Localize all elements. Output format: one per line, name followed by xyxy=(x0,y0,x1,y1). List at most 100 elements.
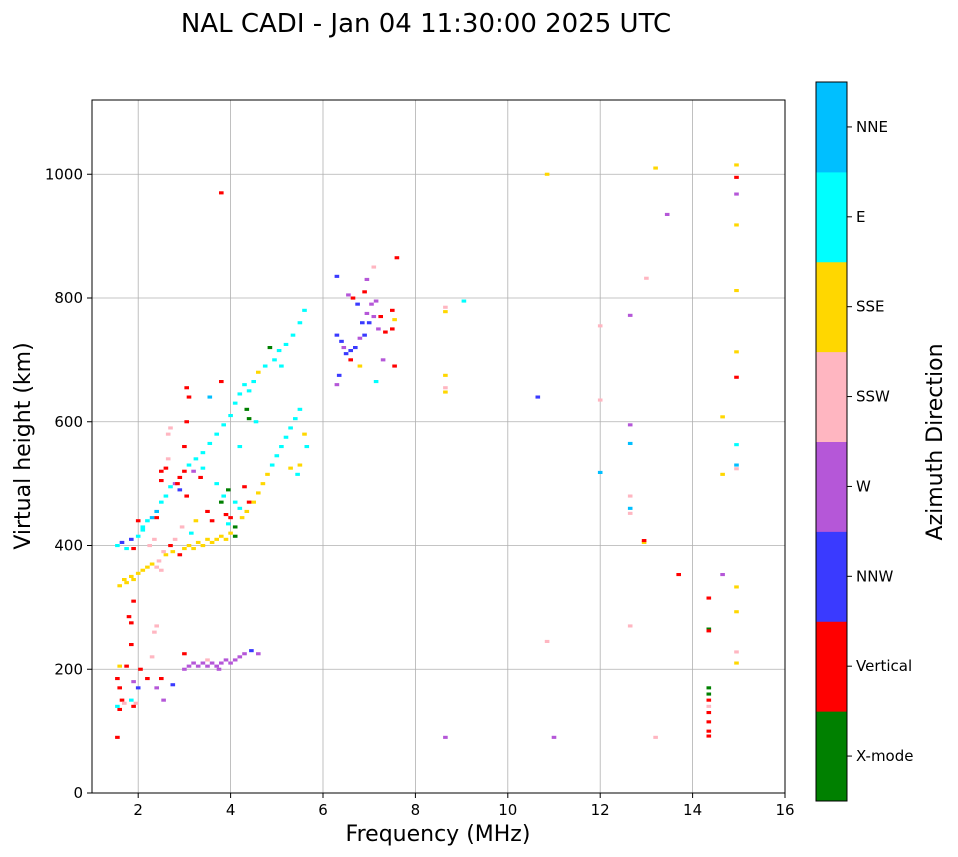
data-point xyxy=(145,519,150,523)
chart-title: NAL CADI - Jan 04 11:30:00 2025 UTC xyxy=(181,9,671,39)
data-point xyxy=(152,630,157,634)
data-point xyxy=(443,373,448,377)
data-point xyxy=(293,417,298,421)
data-point xyxy=(219,534,224,538)
data-point xyxy=(154,516,159,520)
data-point xyxy=(246,500,252,504)
data-point xyxy=(147,544,152,548)
data-point xyxy=(334,333,340,337)
data-point xyxy=(297,463,303,467)
data-point xyxy=(209,519,215,523)
data-point xyxy=(223,513,229,517)
data-point xyxy=(117,686,122,690)
data-point xyxy=(641,539,647,543)
data-point xyxy=(734,192,739,196)
data-point xyxy=(223,658,229,662)
data-point xyxy=(244,407,250,411)
y-tick-label: 1000 xyxy=(45,165,83,183)
data-point xyxy=(191,661,196,665)
data-point xyxy=(364,277,370,281)
data-point xyxy=(627,494,633,498)
colorbar-ticks: X-mode Vertical NNW W SSW SSE E NNE xyxy=(847,118,913,765)
data-point xyxy=(193,519,199,523)
data-point xyxy=(251,500,256,504)
data-point xyxy=(209,540,215,544)
data-point xyxy=(159,677,164,681)
data-point xyxy=(734,443,739,447)
data-point xyxy=(339,339,344,343)
data-point xyxy=(154,509,159,513)
data-point xyxy=(195,664,201,668)
data-point xyxy=(154,624,159,628)
data-point xyxy=(205,658,210,662)
colorbar-segment xyxy=(816,711,847,802)
data-point xyxy=(126,615,132,619)
colorbar-tick-label: E xyxy=(856,208,865,226)
data-point xyxy=(191,469,196,473)
data-point xyxy=(302,432,307,436)
data-point xyxy=(133,701,139,705)
data-point xyxy=(720,415,725,419)
data-point xyxy=(373,380,379,384)
colorbar-tick-label: NNW xyxy=(856,567,893,585)
data-point xyxy=(170,550,176,554)
data-point xyxy=(348,349,353,353)
data-point xyxy=(369,302,374,306)
data-point xyxy=(168,485,173,489)
data-point xyxy=(184,386,189,390)
data-point xyxy=(360,321,365,325)
data-point xyxy=(664,212,670,216)
data-point xyxy=(256,370,261,374)
data-point xyxy=(627,624,633,628)
data-point xyxy=(182,667,187,671)
data-point xyxy=(232,401,238,405)
data-point xyxy=(115,704,120,708)
data-point xyxy=(597,398,603,402)
data-point xyxy=(297,321,303,325)
data-point xyxy=(362,290,367,294)
colorbar-frame xyxy=(815,81,848,802)
data-point xyxy=(461,299,467,303)
data-point xyxy=(117,584,122,588)
data-point xyxy=(242,383,247,387)
data-point xyxy=(195,540,201,544)
data-point xyxy=(131,578,136,582)
x-tick-label: 2 xyxy=(133,801,143,819)
data-point xyxy=(214,537,219,541)
data-point xyxy=(191,547,196,551)
data-point xyxy=(161,698,166,702)
data-point xyxy=(265,472,270,476)
data-point xyxy=(119,540,125,544)
data-point xyxy=(226,488,231,492)
data-point xyxy=(232,500,238,504)
data-point xyxy=(182,469,187,473)
data-point xyxy=(734,463,739,467)
data-point xyxy=(182,445,187,449)
colorbar-segment xyxy=(816,351,847,442)
data-point xyxy=(145,677,150,681)
colorbar-tick-label: X-mode xyxy=(856,747,913,765)
data-point xyxy=(154,686,159,690)
data-point xyxy=(131,547,136,551)
data-point xyxy=(124,664,129,668)
data-point xyxy=(392,318,397,322)
data-point xyxy=(276,349,282,353)
data-point xyxy=(544,639,550,643)
data-point xyxy=(165,432,171,436)
y-axis-ticks: 0 200 400 600 800 1000 xyxy=(45,165,92,802)
data-point xyxy=(221,423,226,427)
data-point xyxy=(720,472,725,476)
data-point xyxy=(207,395,213,399)
data-point xyxy=(244,509,250,513)
data-point xyxy=(288,466,293,470)
data-point xyxy=(226,522,231,526)
data-point xyxy=(170,683,176,687)
data-point xyxy=(283,342,289,346)
data-point xyxy=(627,313,633,317)
data-point xyxy=(544,172,550,176)
data-point xyxy=(228,414,233,418)
x-tick-label: 14 xyxy=(683,801,702,819)
data-point xyxy=(149,516,155,520)
data-point xyxy=(186,544,192,548)
x-tick-label: 16 xyxy=(775,801,794,819)
